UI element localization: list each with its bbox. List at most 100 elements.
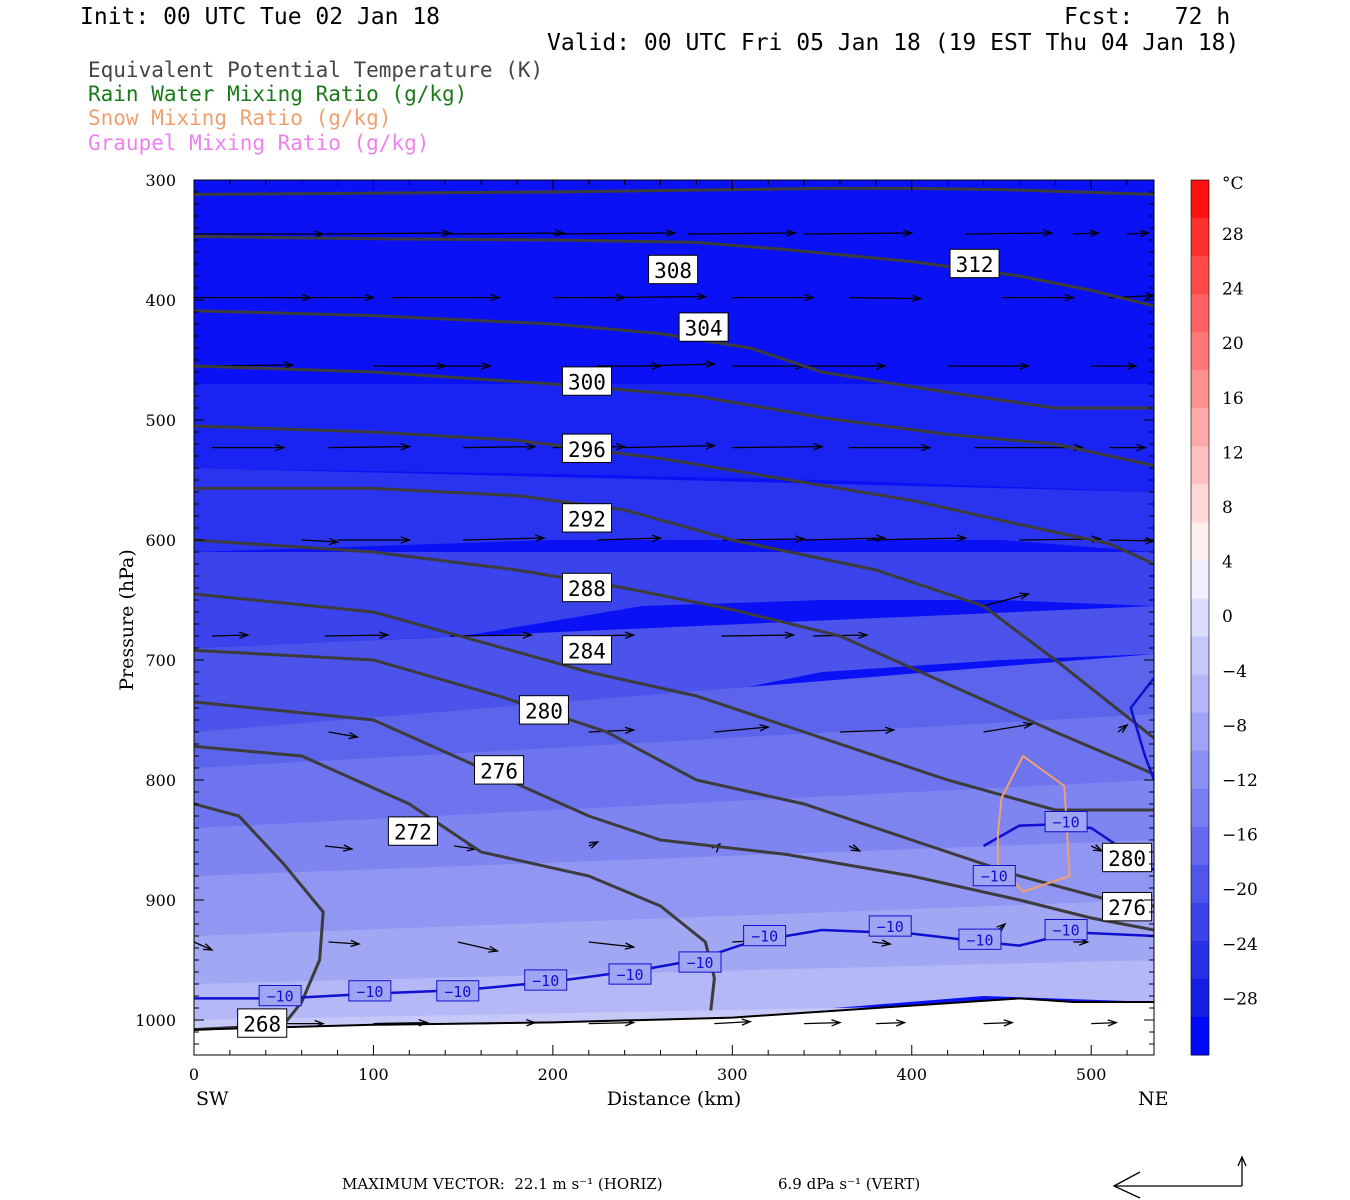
wind-vector-shaft xyxy=(1073,232,1099,235)
wind-vector-head xyxy=(705,442,717,450)
wind-vector xyxy=(1091,362,1138,370)
theta-e-contour xyxy=(194,648,1154,908)
wind-vector-head xyxy=(239,631,250,639)
wind-vector-shaft xyxy=(588,729,634,733)
temp-minus10-label: −10 xyxy=(743,925,787,947)
theta-e-contour xyxy=(194,424,1154,566)
theta-e-label: 280 xyxy=(1102,842,1153,873)
temp-minus10-label-text: −10 xyxy=(981,868,1008,886)
wind-vector xyxy=(848,443,932,452)
colorbar-label: 24 xyxy=(1222,280,1244,300)
wind-vector-shaft xyxy=(463,445,535,449)
theta-e-label-text: 280 xyxy=(1108,847,1146,871)
theta-e-label-box xyxy=(949,248,1000,279)
wind-vector xyxy=(866,534,968,542)
colorbar-label: −12 xyxy=(1222,771,1258,791)
temp-minus10-label-text: −10 xyxy=(877,918,904,936)
temp-minus10-label-box xyxy=(608,963,652,985)
temp-minus10-label-box xyxy=(436,980,480,1002)
theta-e-label-text: 300 xyxy=(568,371,606,395)
y-tick-label: 800 xyxy=(145,771,176,790)
theta-e-contour xyxy=(194,538,1154,776)
wind-vector-shaft xyxy=(324,634,388,637)
colorbar-swatch xyxy=(1191,446,1209,485)
colorbar-label: 28 xyxy=(1222,225,1244,245)
wind-vector-shaft xyxy=(1090,845,1103,852)
wind-vector xyxy=(328,731,360,740)
wind-vector xyxy=(947,362,1031,370)
colorbar-swatch xyxy=(1191,674,1209,714)
theta-e-label: 304 xyxy=(678,312,729,342)
wind-vector-shaft xyxy=(1117,724,1128,733)
theta-e-label-box xyxy=(561,503,613,533)
wind-vector-shaft xyxy=(597,295,706,299)
colorbar-swatch xyxy=(1191,218,1209,257)
wind-vector xyxy=(211,631,250,639)
wind-vector-head xyxy=(876,362,887,370)
endpoint-sw: SW xyxy=(196,1088,229,1110)
legend-rain: Rain Water Mixing Ratio (g/kg) xyxy=(88,82,468,106)
wind-vector-shaft xyxy=(328,941,360,945)
wind-vector xyxy=(552,229,677,237)
wind-vector xyxy=(983,592,1031,607)
wind-vector xyxy=(875,1019,907,1027)
wind-vector xyxy=(1090,844,1104,852)
colorbar-swatch xyxy=(1191,978,1209,1018)
wind-vector-shaft xyxy=(848,296,921,300)
theta-e-label-text: 288 xyxy=(568,577,606,601)
wind-vector-shaft xyxy=(866,537,966,541)
theta-e-label-box xyxy=(237,1008,288,1038)
colorbar-frame xyxy=(1190,179,1210,1056)
wind-vector-shaft xyxy=(211,634,248,637)
reference-vector-icon xyxy=(1112,1155,1247,1199)
wind-vector-head xyxy=(696,292,708,301)
colorbar-swatch xyxy=(1191,826,1209,866)
x-tick-label: 0 xyxy=(189,1065,199,1084)
theta-e-label-box xyxy=(474,755,525,785)
colorbar-label: 20 xyxy=(1222,334,1244,354)
wind-vector-head xyxy=(741,1018,753,1026)
theta-e-label-text: 296 xyxy=(568,438,606,462)
temperature-band xyxy=(194,840,1154,954)
wind-vector-head xyxy=(795,535,806,543)
wind-vector-shaft xyxy=(328,445,410,449)
x-tick-label: 500 xyxy=(1076,1065,1107,1084)
vert-vector-label: 6.9 dPa s⁻¹ (VERT) xyxy=(778,1175,921,1193)
theta-e-label-box xyxy=(561,635,613,665)
colorbar-label: 8 xyxy=(1222,498,1233,518)
wind-vector xyxy=(804,1019,842,1027)
wind-vector xyxy=(597,534,663,542)
legend-theta-e: Equivalent Potential Temperature (K) xyxy=(88,58,544,82)
wind-vector xyxy=(1109,537,1154,545)
wind-vector-shaft xyxy=(463,537,544,541)
wind-vector xyxy=(194,941,214,951)
wind-vector-head xyxy=(283,361,295,369)
temp-minus10-label-box xyxy=(258,985,302,1007)
wind-vector xyxy=(337,536,412,544)
temp-minus10-label: −10 xyxy=(958,928,1002,950)
theta-e-contour xyxy=(194,700,1154,932)
x-axis-title: Distance (km) xyxy=(607,1088,742,1110)
y-tick-label: 300 xyxy=(145,171,176,190)
wind-vector xyxy=(804,229,914,237)
wind-vector-head xyxy=(588,841,600,849)
colorbar-swatch xyxy=(1191,560,1209,599)
temp-minus10-label-box xyxy=(868,915,912,937)
wind-vector-shaft xyxy=(732,445,823,449)
temperature-band xyxy=(194,552,1154,648)
colorbar-label: 16 xyxy=(1222,389,1244,409)
theta-e-label-text: 312 xyxy=(956,253,994,277)
theta-e-label: 268 xyxy=(237,1008,288,1038)
theta-e-label: 288 xyxy=(561,572,613,603)
wind-vector-shaft xyxy=(983,723,1033,733)
wind-vector-head xyxy=(348,731,360,740)
max-vector-label: MAXIMUM VECTOR: 22.1 m s⁻¹ (HORIZ) xyxy=(342,1175,663,1193)
theta-e-label-box xyxy=(1102,842,1153,873)
colorbar-swatch xyxy=(1191,484,1209,523)
wind-vector-shaft xyxy=(445,232,564,235)
wind-vector-shaft xyxy=(965,232,1052,235)
wind-vector-head xyxy=(522,631,534,639)
temp-minus10-label-text: −10 xyxy=(751,928,778,946)
temperature-band xyxy=(194,468,1154,552)
theta-e-label: 292 xyxy=(561,503,613,533)
